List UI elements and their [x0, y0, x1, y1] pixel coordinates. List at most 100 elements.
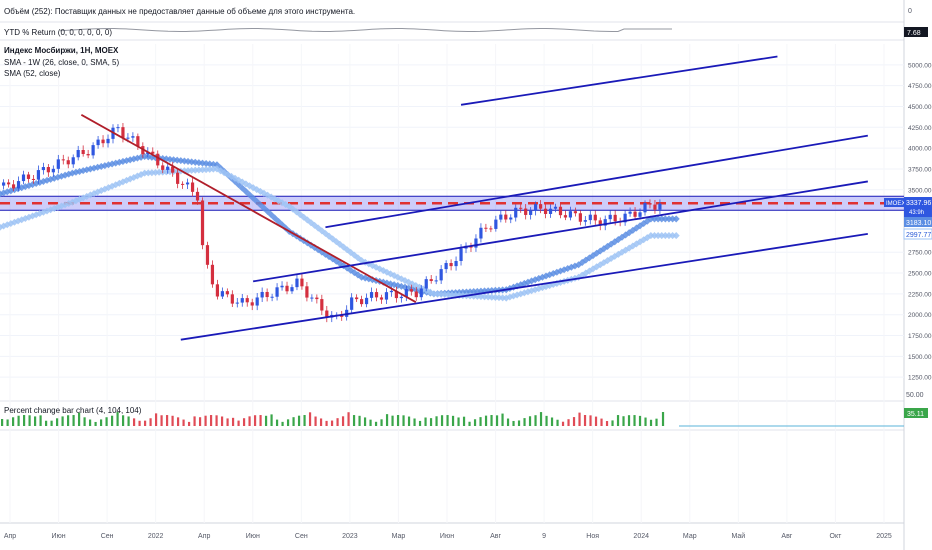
candle-body: [235, 302, 239, 304]
candle-body: [270, 296, 274, 298]
pct-bar: [561, 421, 565, 426]
time-tick-label: Май: [731, 532, 745, 540]
candle-body: [31, 178, 36, 180]
pct-bar: [187, 421, 191, 426]
pct-bar: [572, 417, 576, 426]
candle-body: [151, 151, 155, 154]
horizontal-levels: [0, 195, 904, 211]
pct-bar: [550, 417, 554, 426]
candle-body: [653, 204, 657, 210]
price-tick-label: 1250.00: [908, 375, 932, 382]
pct-bar-legend[interactable]: Percent change bar chart (4, 104, 104): [4, 406, 142, 415]
candle-body: [131, 136, 135, 138]
pct-bar: [396, 415, 400, 426]
pct-bar: [523, 418, 526, 426]
candle-body: [479, 227, 483, 239]
candle-body: [538, 204, 543, 209]
candle-body: [26, 174, 31, 179]
price-tick-label: 2250.00: [908, 291, 932, 298]
ytd-legend[interactable]: YTD % Return (0, 0, 0, 0, 0, 0): [4, 28, 113, 37]
pct-bar: [132, 418, 136, 426]
pct-bar: [297, 415, 301, 426]
candle-body: [360, 299, 364, 305]
candle-body: [295, 278, 299, 288]
candle-body: [305, 286, 309, 298]
candle-body: [91, 145, 95, 156]
candle-body: [494, 219, 498, 229]
time-tick-label: Авг: [781, 533, 792, 540]
sma-marker: [654, 232, 662, 240]
candle-body: [315, 297, 319, 300]
candle-body: [16, 181, 21, 189]
candle-body: [51, 168, 55, 173]
percent-change-bars: [1, 412, 665, 426]
pct-bar: [611, 420, 614, 426]
candle-body: [459, 248, 463, 261]
symbol-tag-bg: [884, 198, 904, 207]
pct-bar: [429, 418, 433, 426]
candle-body: [6, 182, 11, 185]
candle-body: [126, 137, 130, 139]
candle-body: [374, 292, 379, 298]
time-tick-label: Авг: [490, 533, 501, 540]
candle-body: [439, 269, 443, 281]
pct-bar: [171, 415, 174, 426]
sma-marker: [669, 215, 677, 223]
pct-bar: [286, 419, 290, 426]
pct-bar: [451, 415, 455, 426]
time-tick-label: Сен: [295, 533, 308, 540]
candle-body: [514, 207, 518, 218]
sma-52-legend[interactable]: SMA (52, close): [4, 69, 61, 78]
pct-bar: [1, 419, 4, 426]
blue-trend-line: [180, 233, 868, 341]
candle-body: [563, 215, 568, 218]
candle-body: [509, 217, 513, 220]
pct-bar: [490, 415, 493, 426]
ytd-axis-tick: 0: [908, 8, 912, 15]
sma-weekly-legend[interactable]: SMA - 1W (26, close, 0, SMA, 5): [4, 58, 120, 67]
pct-bar: [369, 419, 372, 426]
sma-marker: [661, 232, 669, 240]
candle-body: [474, 238, 478, 248]
main-series-legend[interactable]: Индекс Мосбиржи, 1H, MOEX: [4, 46, 119, 55]
pct-bar: [138, 420, 141, 426]
candle-body: [210, 264, 215, 285]
pct-bar: [495, 415, 499, 426]
pct-bar: [545, 415, 548, 426]
candle-body: [190, 182, 195, 192]
pct-bar: [281, 421, 284, 426]
price-tick-label: 1750.00: [908, 333, 932, 340]
sma2-tag: 2997.77: [906, 232, 931, 239]
pct-bar: [501, 413, 504, 426]
time-tick-label: Апр: [198, 533, 210, 540]
sma1-tag: 3183.10: [906, 220, 931, 227]
candle-body: [280, 285, 284, 288]
time-tick-label: 9: [542, 533, 546, 540]
candle-body: [325, 310, 329, 318]
price-tick-label: 5000.00: [908, 62, 932, 69]
time-axis-ticks[interactable]: Апр Июн Сен 2022 Апр Июн Сен 2023 Мар Июн Авг 9 Ноя 2…: [4, 532, 892, 540]
volume-legend[interactable]: Объём (252): Поставщик данных не предост…: [4, 7, 356, 16]
candle-body: [350, 297, 354, 310]
pct-bar: [605, 421, 609, 426]
pct-bar: [55, 418, 59, 426]
pct-bar: [336, 418, 339, 426]
sma-marker: [658, 215, 666, 223]
sma2-tag-bg: [903, 228, 932, 240]
candle-body: [543, 208, 548, 214]
candle-body: [583, 220, 587, 222]
time-tick-label: Мар: [683, 533, 697, 540]
pct-bar: [66, 415, 70, 426]
candle-body: [56, 159, 60, 169]
trend-lines[interactable]: [80, 55, 868, 341]
candle-body: [275, 287, 279, 297]
pct-bar: [143, 420, 147, 426]
pct-bar: [457, 417, 460, 426]
pct-bar: [655, 418, 658, 426]
pct-bar: [259, 415, 262, 426]
ytd-return-line: [59, 28, 672, 32]
pct-bar: [270, 414, 273, 426]
sma1-tag-bg: [904, 217, 932, 227]
candle-body: [265, 291, 269, 298]
